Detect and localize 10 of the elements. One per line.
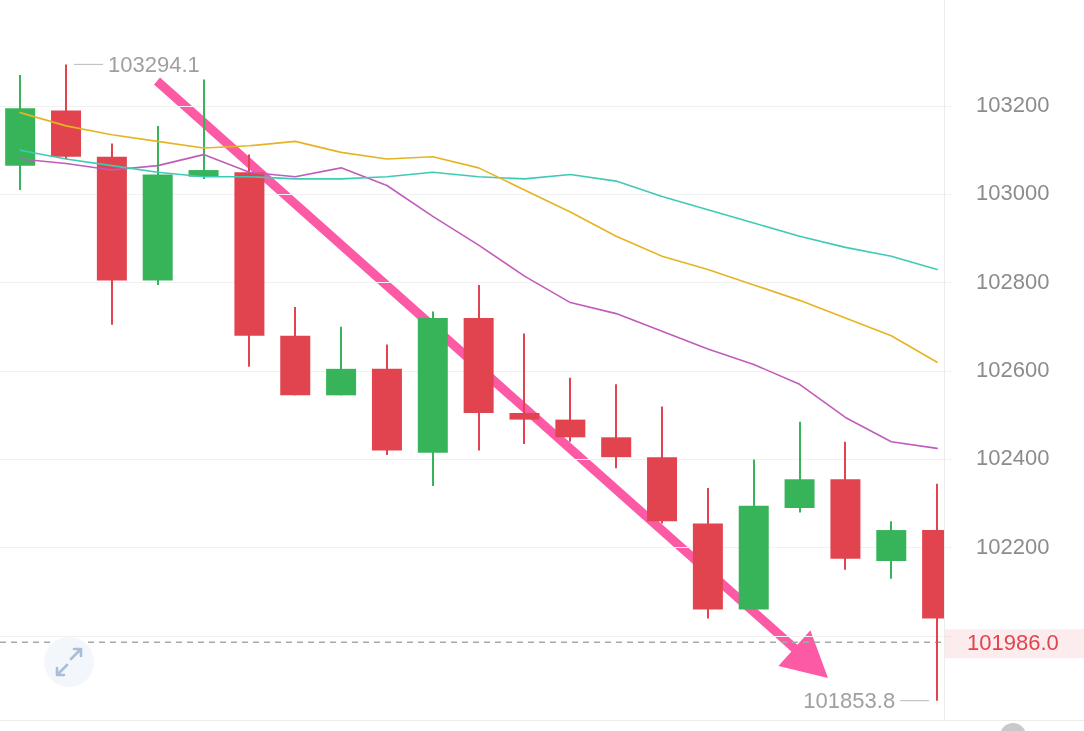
y-tick-label: 102400 [976, 445, 1050, 471]
annotation: 101853.8 [803, 687, 896, 713]
y-tick-label: 103200 [976, 92, 1050, 118]
candlestick [509, 333, 540, 444]
y-tick-label: 102200 [976, 533, 1050, 559]
annotation: 103294.1 [108, 51, 200, 77]
y-tick-label: 103000 [976, 180, 1050, 206]
y-tick-label: 102800 [976, 268, 1050, 294]
ref-line-label: 101986.0 [967, 630, 1059, 656]
y-tick-label: 102600 [976, 357, 1050, 383]
